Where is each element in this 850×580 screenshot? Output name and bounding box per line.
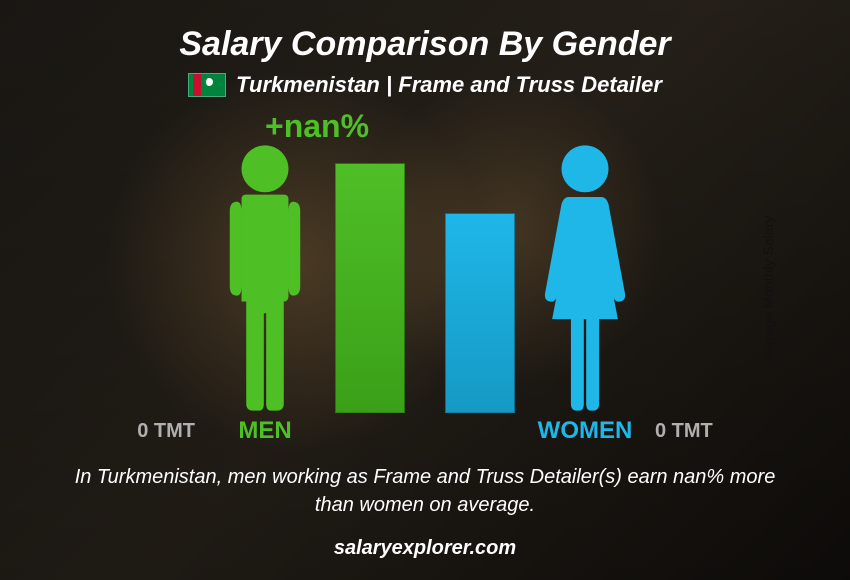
page-title: Salary Comparison By Gender [179, 25, 670, 64]
chart-area: +nan% 0 TMT MEN 0 TMT [40, 108, 810, 445]
women-bar [445, 213, 515, 413]
y-axis-label: Average Monthly Salary [760, 216, 776, 364]
footer-source: salaryexplorer.com [334, 537, 516, 560]
women-bar-column [445, 213, 515, 445]
women-group: 0 TMT WOMEN [445, 143, 713, 445]
description-text: In Turkmenistan, men working as Frame an… [65, 463, 785, 519]
women-column: WOMEN [525, 143, 645, 445]
men-label: MEN [238, 417, 291, 445]
subtitle-row: Turkmenistan | Frame and Truss Detailer [188, 72, 662, 98]
infographic-container: Salary Comparison By Gender Turkmenistan… [0, 0, 850, 580]
delta-label: +nan% [265, 108, 369, 145]
women-label: WOMEN [538, 417, 633, 445]
flag-icon [188, 73, 226, 97]
men-bar-column [335, 163, 405, 445]
man-icon [205, 143, 325, 413]
men-bar [335, 163, 405, 413]
men-column: MEN [205, 143, 325, 445]
men-salary-value: 0 TMT [137, 420, 195, 443]
men-group: 0 TMT MEN [137, 143, 405, 445]
woman-icon [525, 143, 645, 413]
women-salary-value: 0 TMT [655, 420, 713, 443]
subtitle-text: Turkmenistan | Frame and Truss Detailer [236, 72, 662, 98]
